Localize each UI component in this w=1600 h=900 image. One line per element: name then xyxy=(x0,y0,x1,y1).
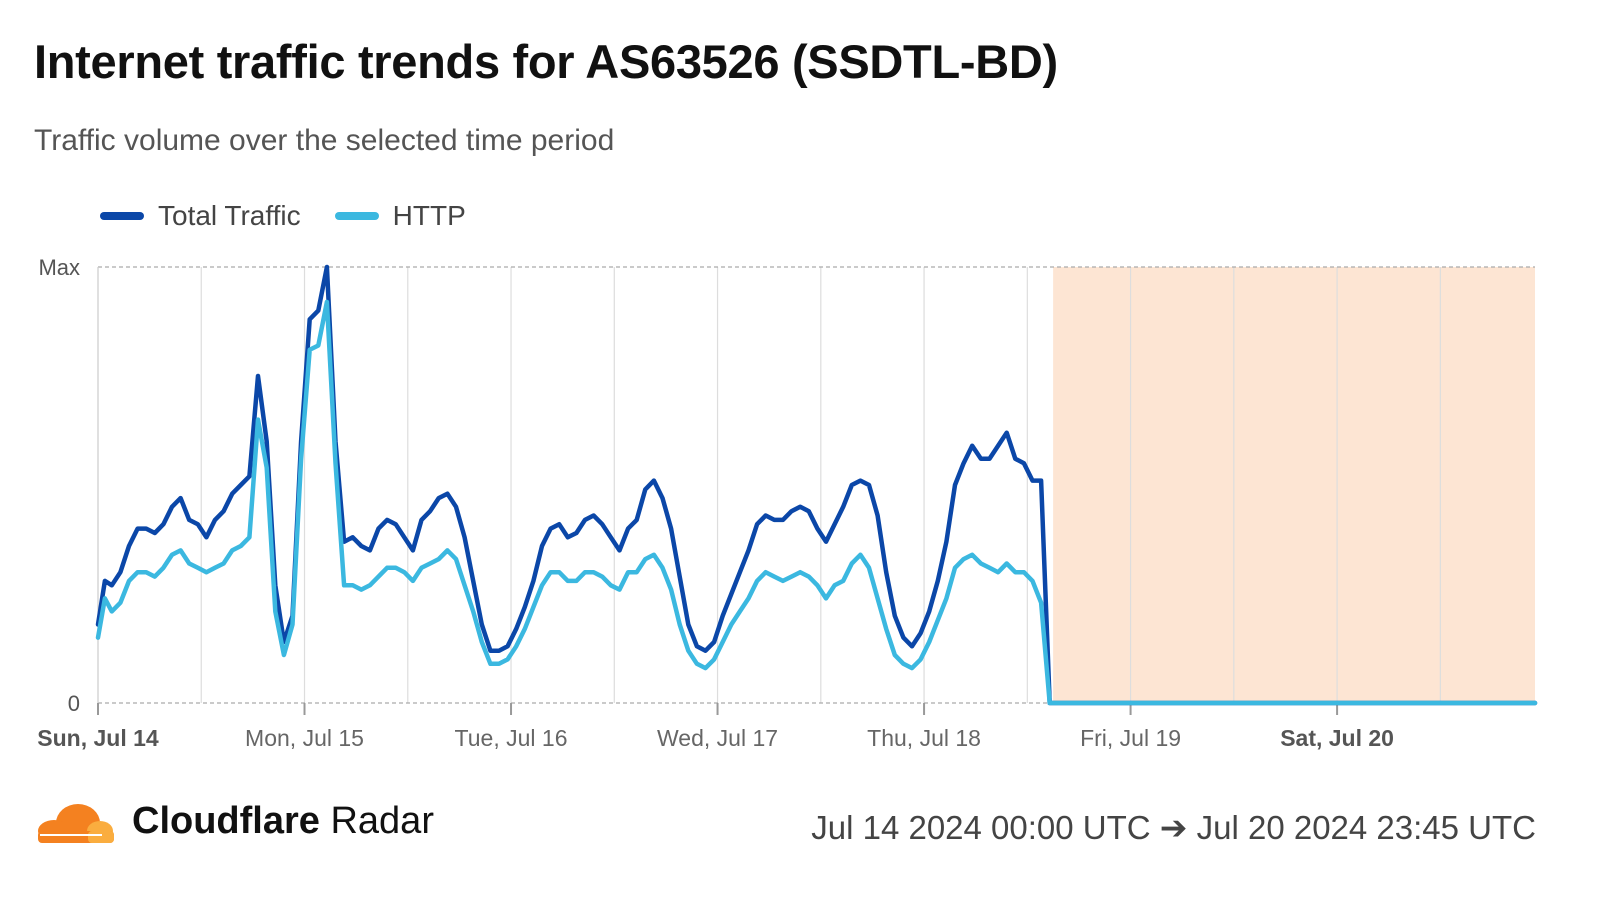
legend-label-total-traffic: Total Traffic xyxy=(158,200,301,231)
chart-title: Internet traffic trends for AS63526 (SSD… xyxy=(34,35,1058,88)
x-tick-label-6: Sat, Jul 20 xyxy=(1280,725,1394,751)
time-range-label: Jul 14 2024 00:00 UTC ➔ Jul 20 2024 23:4… xyxy=(811,809,1536,846)
x-tick-label-4: Thu, Jul 18 xyxy=(867,725,981,751)
x-tick-label-3: Wed, Jul 17 xyxy=(657,725,778,751)
legend-swatch-total-traffic xyxy=(100,212,144,220)
shaded-region xyxy=(1053,267,1535,703)
legend-item-http[interactable]: HTTP xyxy=(334,200,466,232)
cloudflare-radar-logo: Cloudflare Radar xyxy=(32,800,434,843)
x-tick-label-1: Mon, Jul 15 xyxy=(245,725,364,751)
legend-swatch-http xyxy=(334,212,379,220)
cloudflare-cloud-icon xyxy=(38,803,114,843)
legend-item-total-traffic[interactable]: Total Traffic xyxy=(100,200,301,232)
brand-name-bold: Cloudflare xyxy=(132,800,320,842)
x-tick-label-5: Fri, Jul 19 xyxy=(1080,725,1181,751)
series-line-total-traffic xyxy=(95,264,1538,706)
chart-subtitle: Traffic volume over the selected time pe… xyxy=(34,124,615,157)
y-label-max: Max xyxy=(38,255,80,280)
legend-label-http: HTTP xyxy=(392,200,466,231)
x-tick-label-2: Tue, Jul 16 xyxy=(455,725,568,751)
x-tick-label-0: Sun, Jul 14 xyxy=(37,725,159,751)
legend: Total Traffic HTTP xyxy=(100,200,500,232)
series-line-http xyxy=(95,299,1538,706)
brand-name: Cloudflare Radar xyxy=(132,800,434,843)
brand-name-rest: Radar xyxy=(330,800,434,842)
traffic-line-chart: Max 0 Sun, Jul 14 Mon, Jul 15 Tue, Jul 16 Wed… xyxy=(37,255,1538,751)
y-label-zero: 0 xyxy=(68,691,80,716)
